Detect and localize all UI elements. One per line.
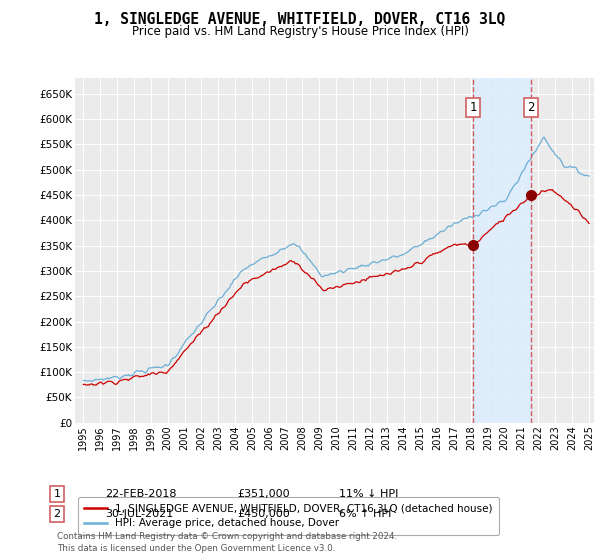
Text: Contains HM Land Registry data © Crown copyright and database right 2024.
This d: Contains HM Land Registry data © Crown c… [57, 533, 397, 553]
Text: 11% ↓ HPI: 11% ↓ HPI [339, 489, 398, 499]
Text: Price paid vs. HM Land Registry's House Price Index (HPI): Price paid vs. HM Land Registry's House … [131, 25, 469, 38]
Text: 1: 1 [53, 489, 61, 499]
Text: 6% ↑ HPI: 6% ↑ HPI [339, 509, 391, 519]
Text: £450,000: £450,000 [237, 509, 290, 519]
Text: 1, SINGLEDGE AVENUE, WHITFIELD, DOVER, CT16 3LQ: 1, SINGLEDGE AVENUE, WHITFIELD, DOVER, C… [94, 12, 506, 27]
Text: £351,000: £351,000 [237, 489, 290, 499]
Text: 30-JUL-2021: 30-JUL-2021 [105, 509, 173, 519]
Text: 22-FEB-2018: 22-FEB-2018 [105, 489, 176, 499]
Legend: 1, SINGLEDGE AVENUE, WHITFIELD, DOVER, CT16 3LQ (detached house), HPI: Average p: 1, SINGLEDGE AVENUE, WHITFIELD, DOVER, C… [77, 497, 499, 535]
Text: 2: 2 [53, 509, 61, 519]
Text: 1: 1 [469, 101, 477, 114]
Text: 2: 2 [527, 101, 535, 114]
Bar [473, 78, 532, 423]
